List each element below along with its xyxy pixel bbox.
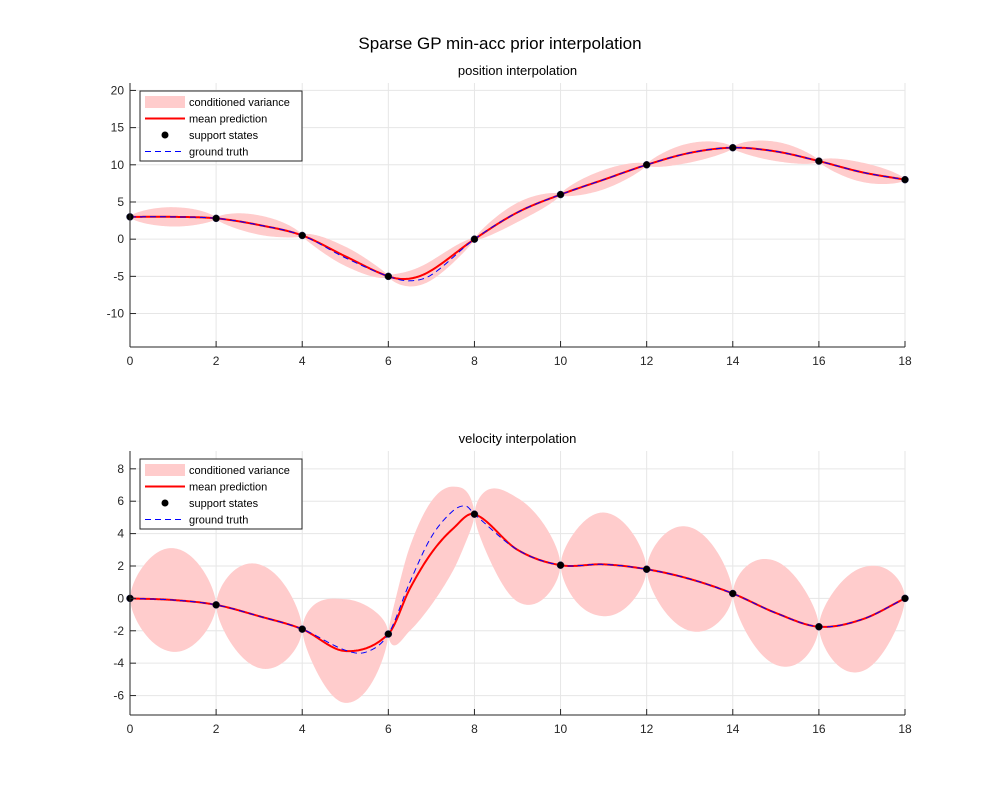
velocity-subplot: velocity interpolation 0 2 4 6 8 10 12 14 16 18 -6 -… — [113, 431, 912, 736]
y-tick-label: 10 — [111, 158, 125, 172]
x-tick-label: 16 — [812, 722, 826, 736]
legend: conditioned variance mean prediction suppo… — [139, 458, 303, 530]
x-tick-label: 12 — [640, 722, 654, 736]
legend-label-mean: mean prediction — [189, 114, 267, 126]
x-tick-label: 2 — [213, 354, 220, 368]
legend-label-support: support states — [189, 498, 259, 510]
x-tick-label: 18 — [898, 722, 912, 736]
support-state-point — [642, 161, 651, 169]
y-tick-label: 2 — [117, 559, 124, 573]
support-state-point — [212, 601, 220, 609]
y-tick-label: 15 — [111, 121, 125, 135]
support-state-point — [470, 510, 479, 518]
x-tick-label: 14 — [726, 722, 740, 736]
support-state-point — [901, 175, 909, 184]
x-tick-label: 16 — [812, 354, 826, 368]
y-tick-label: 4 — [117, 527, 124, 541]
legend-label-variance: conditioned variance — [189, 97, 290, 109]
y-tick-label: -10 — [107, 307, 125, 321]
ground-truth-line — [130, 147, 906, 282]
x-tick-label: 2 — [213, 722, 220, 736]
support-state-point — [556, 561, 565, 569]
support-state-point — [815, 622, 823, 631]
support-state-point — [470, 235, 479, 243]
legend-label-ground-truth: ground truth — [189, 147, 248, 159]
legend-label-mean: mean prediction — [189, 482, 267, 494]
legend-label-support: support states — [189, 130, 259, 142]
legend-swatch-variance — [145, 96, 185, 108]
y-tick-label: 5 — [117, 195, 124, 209]
y-tick-label: 0 — [117, 232, 124, 246]
support-state-point — [729, 143, 737, 152]
subplot-title: position interpolation — [458, 63, 577, 78]
support-state-point — [298, 625, 306, 633]
x-tick-label: 6 — [385, 354, 392, 368]
x-tick-label: 8 — [471, 354, 478, 368]
figure-title: Sparse GP min-acc prior interpolation — [358, 34, 641, 53]
x-tick-label: 12 — [640, 354, 654, 368]
x-tick-label: 10 — [554, 354, 568, 368]
subplot-title: velocity interpolation — [459, 431, 577, 446]
x-tick-label: 10 — [554, 722, 568, 736]
support-state-point — [556, 190, 565, 199]
y-tick-label: 0 — [117, 591, 124, 605]
support-state-point — [384, 630, 393, 638]
legend-label-variance: conditioned variance — [189, 465, 290, 477]
y-tick-label: 6 — [117, 494, 124, 508]
support-state-point — [384, 272, 393, 281]
ground-truth-line — [129, 505, 906, 654]
legend-swatch-variance — [145, 464, 185, 476]
position-subplot: position interpolation 0 2 4 6 8 10 12 14 16 18 -10… — [107, 63, 912, 368]
legend-label-ground-truth: ground truth — [189, 515, 248, 527]
x-tick-label: 0 — [127, 722, 134, 736]
conditioned-variance-band — [130, 486, 905, 703]
y-tick-label: 20 — [111, 83, 125, 97]
y-tick-label: -4 — [113, 656, 124, 670]
y-tick-label: -6 — [113, 689, 124, 703]
support-state-point — [642, 565, 651, 573]
x-tick-label: 14 — [726, 354, 740, 368]
x-tick-label: 6 — [385, 722, 392, 736]
legend-swatch-support — [161, 131, 169, 139]
legend: conditioned variance mean prediction suppo… — [139, 90, 303, 162]
support-state-point — [298, 231, 306, 240]
support-state-point — [815, 157, 823, 165]
x-tick-label: 0 — [127, 354, 134, 368]
support-state-point — [212, 214, 220, 223]
support-state-point — [729, 589, 737, 598]
y-tick-label: 8 — [117, 462, 124, 476]
support-state-point — [901, 594, 909, 603]
y-tick-label: -2 — [113, 624, 124, 638]
legend-swatch-support — [161, 499, 169, 507]
x-tick-label: 8 — [471, 722, 478, 736]
y-tick-label: -5 — [113, 269, 124, 283]
x-tick-label: 4 — [299, 354, 306, 368]
x-tick-label: 4 — [299, 722, 306, 736]
x-tick-label: 18 — [898, 354, 912, 368]
